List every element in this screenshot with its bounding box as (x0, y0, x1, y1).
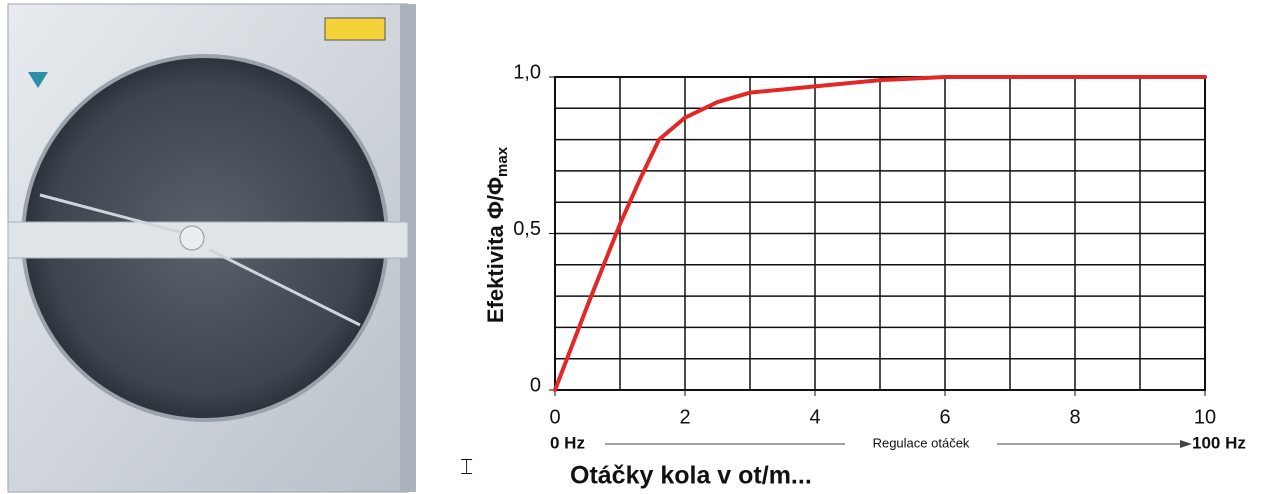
wheel-hub (180, 226, 204, 250)
y-tick-label: 0,5 (513, 218, 541, 240)
x-tick-label: 0 (549, 406, 560, 428)
x-tick-label: 4 (809, 406, 820, 428)
x-tick-label: 6 (939, 406, 950, 428)
x-tick-label: 8 (1069, 406, 1080, 428)
x-axis-label: Otáčky kola v ot/m... (570, 462, 812, 490)
x-tick-label: 2 (679, 406, 690, 428)
label-sticker (325, 18, 385, 40)
y-axis-label-sub: max (494, 146, 511, 177)
hz-end: 100 Hz (1192, 433, 1246, 452)
cursor-icon: ⌶ (460, 454, 473, 479)
y-axis-label: Efektivita Φ/Φmax (483, 146, 511, 323)
hz-arrow-head (1180, 440, 1192, 448)
y-tick-label: 0 (530, 374, 541, 396)
y-axis-label-main: Efektivita Φ/Φ (483, 177, 508, 323)
hz-start: 0 Hz (550, 433, 585, 452)
wheel-crossbar (8, 222, 408, 258)
hz-middle: Regulace otáček (873, 435, 970, 450)
x-tick-label: 10 (1194, 406, 1216, 428)
page: 0 2 4 6 8 10 0 0,5 1,0 Efektivita Φ/Φmax 0 Hz Regul… (0, 0, 1270, 494)
heat-wheel-image (8, 4, 416, 492)
chart: 0 2 4 6 8 10 0 0,5 1,0 Efektivita Φ/Φmax 0 Hz Regul… (483, 61, 1246, 489)
y-tick-label: 1,0 (513, 61, 541, 83)
